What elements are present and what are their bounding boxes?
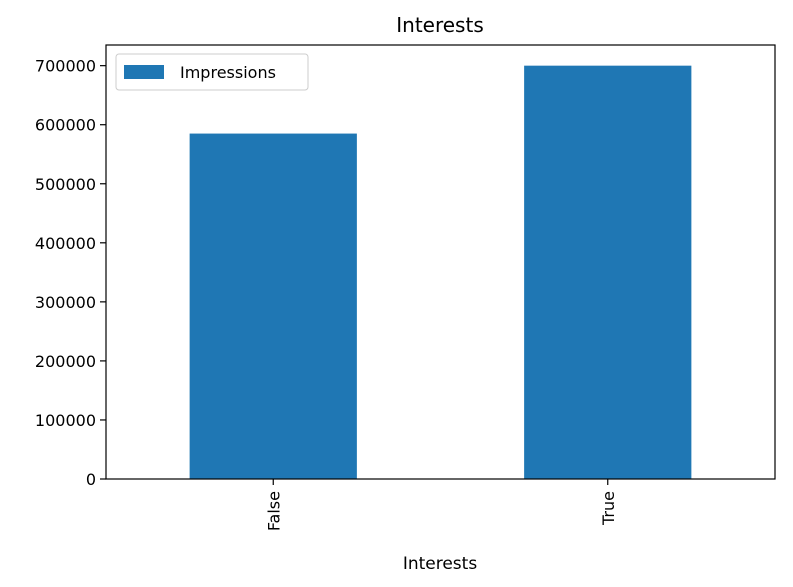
legend-swatch [124,65,164,79]
y-tick-label: 500000 [35,175,96,194]
y-tick-label: 600000 [35,116,96,135]
x-axis-label: Interests [403,554,478,574]
y-tick-label: 700000 [35,57,96,76]
y-tick-label: 0 [86,470,96,489]
bar-true [524,65,692,480]
chart-title: Interests [396,13,484,37]
x-tick-label-true: True [599,491,618,526]
y-tick-label: 100000 [35,411,96,430]
plot-area: 0 100000 200000 300000 400000 500000 600000 700… [35,44,776,531]
y-tick-label: 300000 [35,293,96,312]
y-tick-label: 400000 [35,234,96,253]
plot-frame [105,44,776,480]
bar-false [189,133,357,480]
x-tick-label-false: False [264,491,283,531]
legend-label: Impressions [180,63,276,82]
legend-box [115,53,309,91]
y-tick-label: 200000 [35,352,96,371]
